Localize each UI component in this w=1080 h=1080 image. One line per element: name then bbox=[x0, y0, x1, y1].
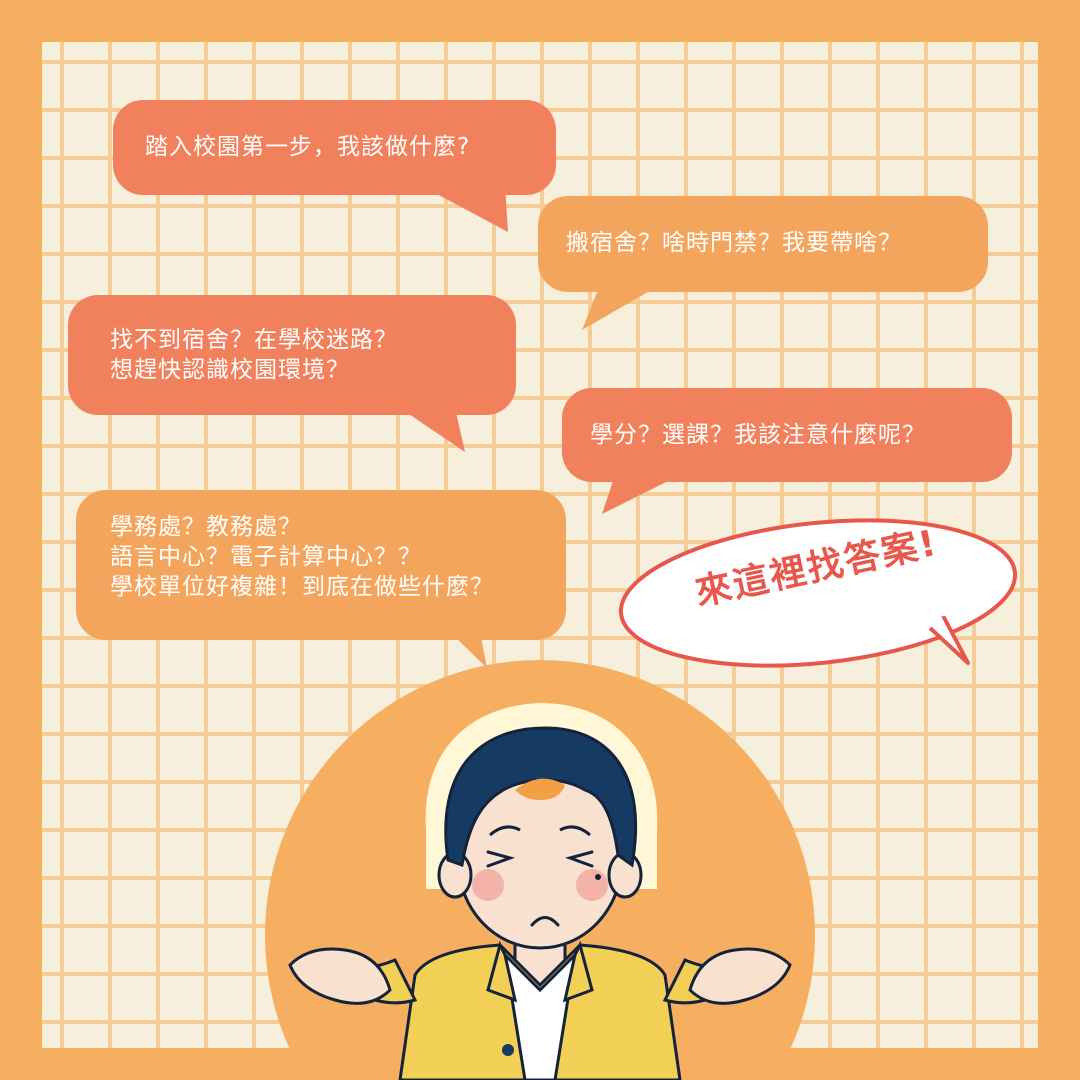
bubble-text: 找不到宿舍？在學校迷路？ bbox=[110, 327, 398, 353]
bubble-text: 踏入校園第一步，我該做什麼? bbox=[145, 134, 471, 160]
bubble-text: 搬宿舍？啥時門禁？我要帶啥？ bbox=[566, 230, 902, 256]
speech-bubble-credits: 學分？選課？我該注意什麼呢？ bbox=[562, 388, 1012, 482]
bubble-text: 學務處？教務處？ bbox=[110, 514, 302, 540]
speech-bubble-first-step: 踏入校園第一步，我該做什麼? bbox=[113, 100, 556, 195]
bubble-text: 想趕快認識校園環境？ bbox=[110, 357, 350, 383]
cta-speech-bubble bbox=[618, 518, 1018, 668]
speech-bubble-offices: 學務處？教務處？ 語言中心？電子計算中心？？ 學校單位好複雜！到底在做些什麼？ bbox=[76, 490, 566, 640]
bubble-4-tail bbox=[602, 475, 680, 514]
bubble-1-tail bbox=[420, 185, 508, 232]
bubble-5-tail bbox=[450, 632, 487, 668]
bubble-text: 語言中心？電子計算中心？？ bbox=[110, 544, 422, 570]
bubble-3-tail bbox=[400, 408, 465, 452]
confused-student-illustration bbox=[288, 702, 792, 1080]
speech-bubble-dorm: 搬宿舍？啥時門禁？我要帶啥？ bbox=[538, 196, 988, 292]
bubble-text: 學分？選課？我該注意什麼呢？ bbox=[590, 422, 926, 448]
bubble-text: 學校單位好複雜！到底在做些什麼？ bbox=[110, 574, 494, 600]
speech-bubble-campus-map: 找不到宿舍？在學校迷路？ 想趕快認識校園環境？ bbox=[68, 295, 516, 415]
bubble-2-tail bbox=[582, 285, 660, 330]
